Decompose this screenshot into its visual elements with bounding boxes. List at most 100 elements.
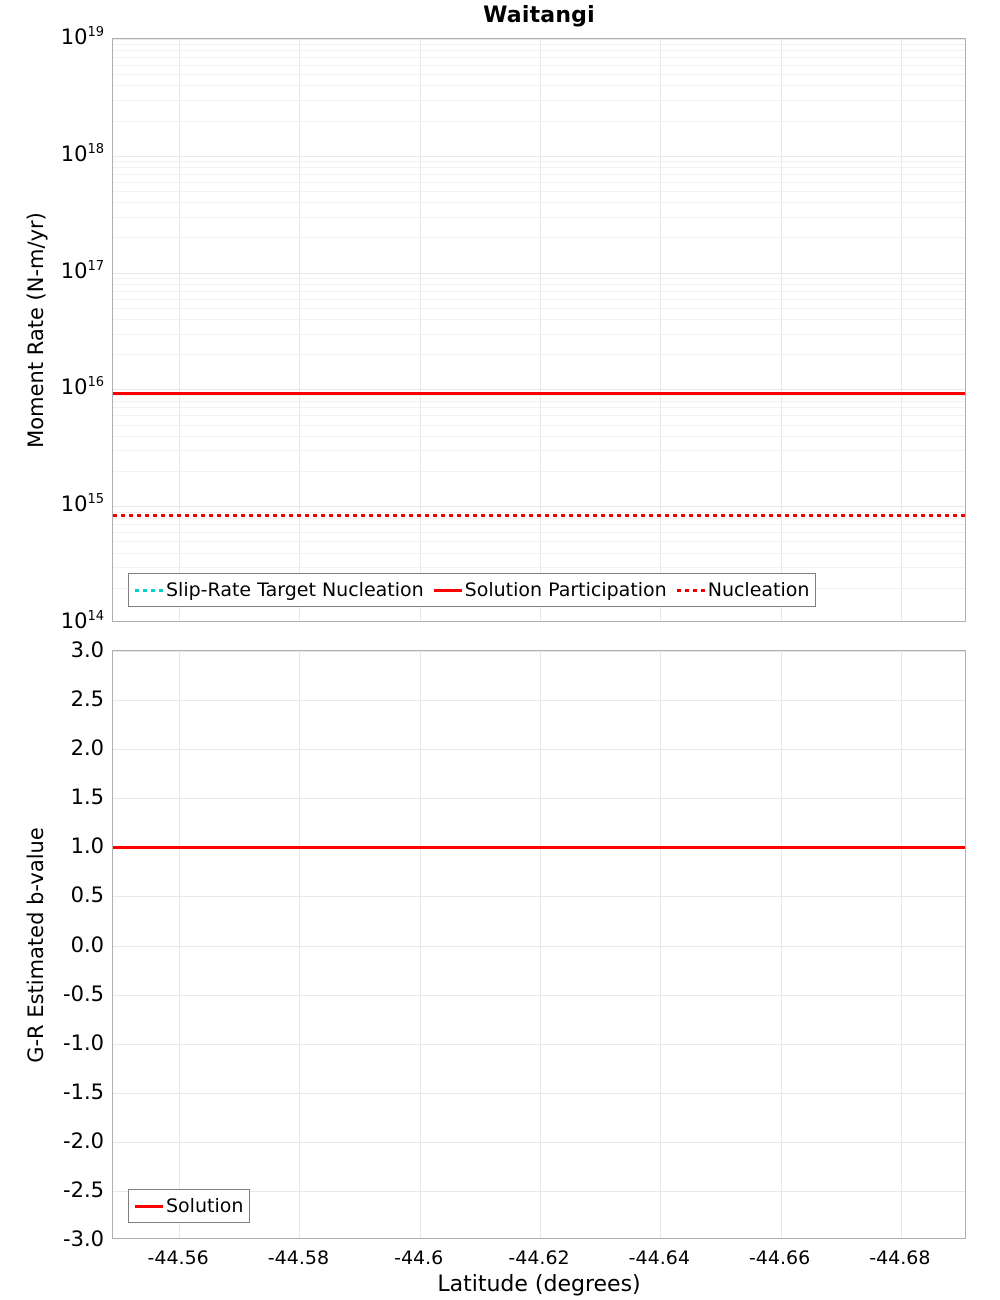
legend-label: Solution: [166, 1194, 244, 1217]
gridline-major: [113, 749, 965, 750]
gridline-minor: [113, 436, 965, 437]
gridline-vertical: [781, 39, 782, 621]
legend-swatch-icon: [433, 588, 462, 592]
y-tick-label: 1016: [0, 376, 104, 398]
gridline-major: [113, 389, 965, 390]
gridline-minor: [113, 401, 965, 402]
y-tick-mantissa: 10: [60, 492, 88, 517]
y-tick-label: 1014: [0, 609, 104, 632]
gridline-minor: [113, 299, 965, 300]
y-tick-exponent: 19: [87, 25, 104, 40]
y-tick-label: 1018: [0, 141, 104, 166]
gridline-vertical: [540, 39, 541, 621]
x-tick-label: -44.6: [394, 1247, 444, 1269]
gridline-vertical: [660, 39, 661, 621]
gridline-vertical: [540, 651, 541, 1238]
gridline-vertical: [781, 651, 782, 1238]
gridline-minor: [113, 524, 965, 525]
gridline-minor: [113, 74, 965, 75]
gridline-minor: [113, 334, 965, 335]
gridline-vertical: [901, 39, 902, 621]
gridline-minor: [113, 567, 965, 568]
gridline-minor: [113, 121, 965, 122]
legend-swatch-icon: [135, 1204, 163, 1208]
x-tick-label: -44.56: [147, 1247, 209, 1269]
legend-entry[interactable]: Solution: [135, 1194, 244, 1217]
x-tick-label: -44.58: [267, 1247, 330, 1269]
legend-label: Solution Participation: [464, 578, 667, 601]
gridline-minor: [113, 217, 965, 218]
y-tick-exponent: 14: [87, 609, 104, 624]
x-tick-label: -44.62: [508, 1247, 570, 1269]
gridline-major: [113, 798, 965, 799]
gridline-minor: [113, 57, 965, 58]
gridline-major: [113, 39, 965, 40]
moment-rate-plot-area: [112, 38, 966, 622]
gridline-minor: [113, 202, 965, 203]
x-tick-label: -44.66: [748, 1247, 811, 1269]
legend-entry[interactable]: Nucleation: [676, 578, 810, 601]
gridline-major: [113, 1093, 965, 1094]
gridline-vertical: [179, 651, 180, 1238]
y-tick-label: 1015: [0, 492, 104, 517]
gridline-vertical: [901, 651, 902, 1238]
y-tick-mantissa: 10: [60, 258, 88, 283]
gridline-major: [113, 896, 965, 897]
gridline-minor: [113, 191, 965, 192]
y-tick-label: -1.5: [63, 1079, 104, 1104]
y-tick-label: 1019: [0, 25, 104, 49]
legend-entry[interactable]: Solution Participation: [433, 578, 667, 601]
gridline-vertical: [420, 651, 421, 1238]
y-tick-label: 2.0: [70, 736, 104, 761]
gridline-major: [113, 506, 965, 507]
gridline-minor: [113, 100, 965, 101]
y-tick-label: 1.0: [70, 834, 104, 859]
gridline-vertical: [420, 39, 421, 621]
gridline-minor: [113, 319, 965, 320]
gridline-minor: [113, 50, 965, 51]
gridline-minor: [113, 532, 965, 533]
bottom-legend[interactable]: Solution: [128, 1189, 251, 1223]
y-tick-label: 1017: [0, 258, 104, 283]
gridline-major: [113, 1044, 965, 1045]
series-line-solution: [113, 845, 965, 849]
y-tick-label: 1.5: [70, 785, 104, 810]
top-legend[interactable]: Slip-Rate Target Nucleation Solution Part…: [128, 573, 817, 607]
y-tick-exponent: 17: [87, 258, 104, 274]
legend-label: Slip-Rate Target Nucleation: [166, 578, 424, 601]
y-tick-mantissa: 10: [60, 25, 88, 49]
gridline-major: [113, 700, 965, 701]
gridline-minor: [113, 553, 965, 554]
y-tick-exponent: 15: [87, 492, 104, 508]
y-tick-label: -1.0: [63, 1030, 104, 1055]
gridline-minor: [113, 518, 965, 519]
gridline-vertical: [660, 651, 661, 1238]
gridline-minor: [113, 237, 965, 238]
page-title: Waitangi: [483, 3, 595, 28]
y-tick-label: 3.0: [70, 638, 104, 662]
gridline-minor: [113, 291, 965, 292]
gridline-vertical: [179, 39, 180, 621]
gridline-minor: [113, 308, 965, 309]
x-tick-label: -44.68: [869, 1247, 931, 1269]
gridline-minor: [113, 415, 965, 416]
gridline-minor: [113, 167, 965, 168]
y-tick-label: 2.5: [70, 687, 104, 712]
y-tick-label: 0.5: [70, 883, 104, 908]
gridline-major: [113, 946, 965, 947]
gridline-minor: [113, 407, 965, 408]
legend-entry[interactable]: Slip-Rate Target Nucleation: [135, 578, 424, 601]
gridline-major: [113, 1142, 965, 1143]
series-line-solution-participation: [113, 391, 965, 395]
x-tick-label: -44.64: [628, 1247, 690, 1269]
legend-swatch-icon: [676, 588, 705, 592]
y-tick-label: -2.0: [63, 1128, 104, 1153]
gridline-major: [113, 651, 965, 652]
gridline-minor: [113, 278, 965, 279]
series-line-nucleation: [113, 514, 965, 518]
gridline-minor: [113, 395, 965, 396]
gridline-vertical: [299, 39, 300, 621]
legend-label: Nucleation: [707, 578, 810, 601]
y-tick-mantissa: 10: [60, 141, 88, 166]
